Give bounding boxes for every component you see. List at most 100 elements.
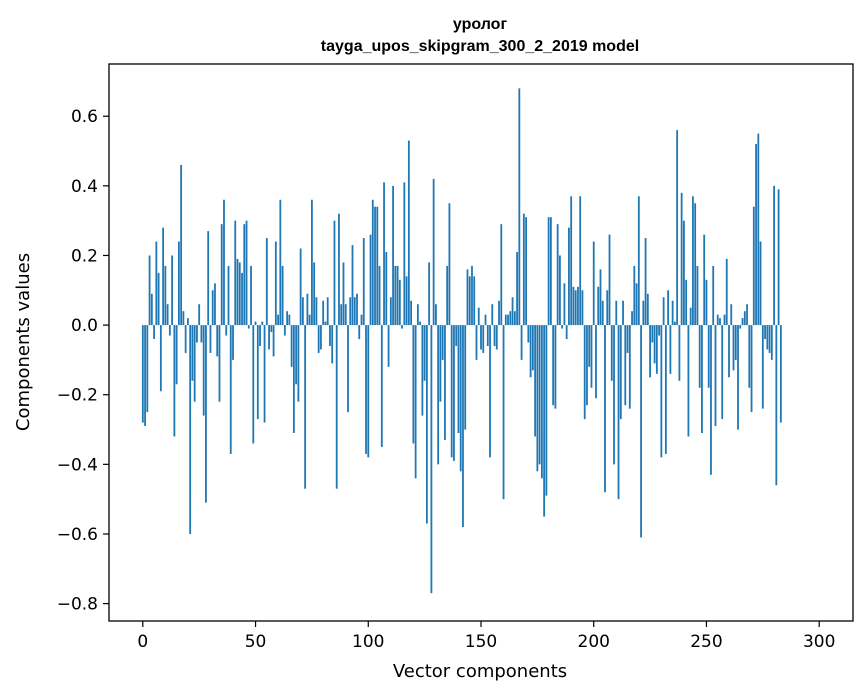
bar — [227, 265, 230, 326]
bar — [432, 178, 435, 326]
bar — [283, 325, 286, 336]
bar — [725, 258, 728, 326]
bar — [768, 325, 771, 353]
bar — [281, 265, 284, 326]
bar — [444, 325, 446, 440]
bar — [435, 304, 437, 326]
bar — [211, 290, 214, 326]
bar — [153, 325, 155, 340]
bar — [516, 251, 518, 326]
bar — [277, 314, 279, 326]
bar — [462, 325, 464, 527]
bar — [218, 325, 221, 402]
bar — [595, 325, 597, 399]
bar — [270, 325, 273, 333]
y-tick-label: 0.0 — [71, 316, 98, 336]
bar — [279, 199, 282, 326]
bar — [173, 325, 176, 437]
bar — [779, 325, 782, 423]
bars-group — [141, 88, 782, 594]
bar — [311, 199, 313, 326]
x-axis-label: Vector components — [393, 661, 567, 682]
bar — [338, 213, 340, 326]
bar — [637, 196, 640, 326]
bar — [770, 325, 773, 360]
bar — [225, 325, 228, 336]
bar — [748, 325, 751, 388]
chart-subtitle: tayga_upos_skipgram_300_2_2019 model — [321, 38, 639, 55]
bar — [766, 325, 769, 350]
bar — [714, 325, 717, 427]
bar — [504, 314, 507, 326]
bar — [202, 325, 205, 416]
bar — [155, 241, 158, 326]
bar — [268, 325, 270, 350]
bar — [259, 325, 261, 346]
bar — [597, 286, 600, 326]
bar — [322, 300, 325, 326]
bar — [664, 325, 667, 454]
bar — [162, 227, 165, 326]
bar — [374, 206, 376, 326]
bar — [385, 251, 388, 326]
bar — [707, 325, 710, 388]
bar — [243, 224, 246, 326]
bar — [701, 325, 703, 434]
bar — [554, 325, 557, 409]
bar — [351, 245, 354, 326]
bar — [581, 290, 584, 326]
bar — [525, 217, 527, 326]
bar — [362, 238, 365, 326]
bar — [734, 325, 737, 360]
bar — [371, 199, 374, 326]
bar — [365, 325, 367, 454]
bar — [475, 325, 478, 360]
bar — [583, 325, 586, 420]
bar — [712, 265, 715, 326]
bar — [423, 325, 426, 381]
bar — [477, 307, 480, 326]
bar — [380, 325, 383, 447]
bar — [649, 325, 651, 378]
bar — [220, 224, 223, 326]
bar — [676, 130, 679, 326]
bar — [389, 297, 392, 326]
bar — [146, 325, 149, 413]
bar — [410, 300, 413, 326]
bar — [619, 325, 622, 420]
bar — [421, 325, 424, 416]
bar — [214, 283, 216, 326]
bar — [721, 325, 724, 420]
bar — [150, 293, 153, 326]
bar — [196, 325, 198, 343]
bar — [157, 272, 160, 326]
bar — [414, 325, 417, 479]
bar — [430, 325, 433, 594]
bar — [673, 321, 676, 326]
bar — [450, 325, 453, 458]
y-tick-label: −0.8 — [57, 595, 98, 615]
bar — [660, 325, 663, 458]
bar — [577, 286, 579, 326]
bar — [168, 325, 171, 336]
bar — [631, 311, 633, 326]
bar — [540, 325, 543, 479]
bar — [561, 325, 564, 329]
y-axis-ticks: −0.8 −0.6 −0.4 −0.2 0.0 0.2 0.4 0.6 — [57, 107, 109, 615]
bar — [405, 276, 408, 326]
bar — [529, 325, 532, 378]
bar — [678, 325, 681, 381]
bar — [250, 265, 252, 326]
bar — [189, 325, 192, 534]
bar — [710, 325, 712, 475]
bar — [299, 248, 302, 326]
bar — [304, 325, 307, 489]
bar — [398, 279, 401, 326]
bar — [295, 325, 298, 385]
bar — [392, 185, 394, 326]
bar — [245, 220, 248, 326]
bar — [570, 196, 573, 326]
bar — [333, 220, 336, 326]
bar — [513, 311, 516, 326]
y-tick-label: −0.6 — [57, 525, 98, 545]
